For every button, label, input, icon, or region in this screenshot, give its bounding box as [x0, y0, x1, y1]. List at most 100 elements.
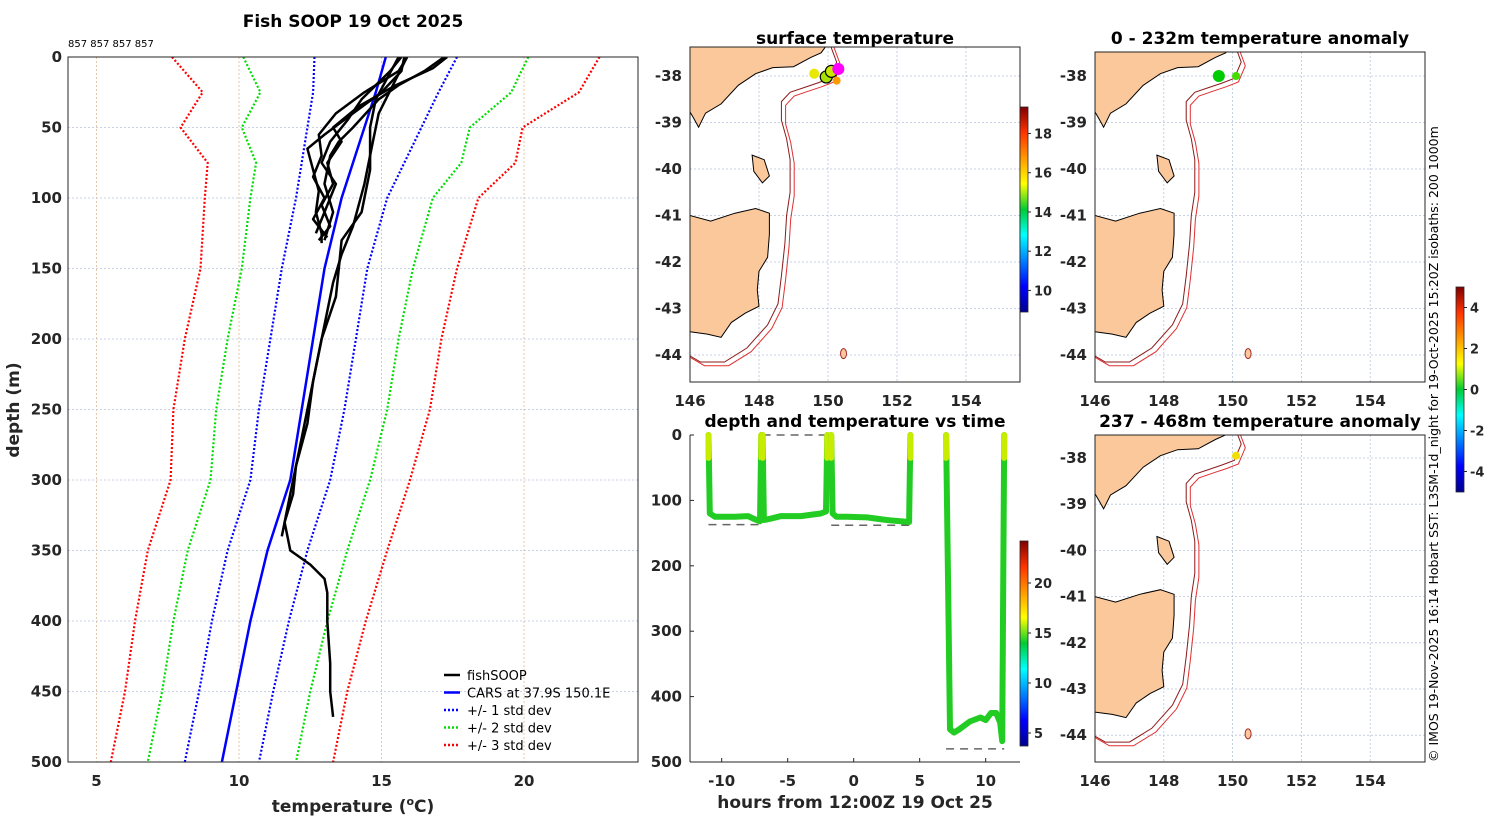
dive-track: [705, 432, 765, 525]
observation-marker: [832, 63, 845, 76]
lat-tick-label: -39: [1060, 495, 1087, 513]
map-content: [690, 47, 1020, 382]
std3-lower-line: [109, 57, 209, 762]
small-island: [1244, 728, 1252, 740]
lat-tick-label: -43: [1060, 680, 1087, 698]
lon-tick-label: 154: [1355, 772, 1386, 790]
lat-tick-label: -44: [655, 346, 682, 364]
x-tick-label: 5: [914, 772, 924, 790]
colorbar-tick-label: -4: [1470, 466, 1484, 481]
lat-tick-label: -44: [1060, 346, 1087, 364]
victoria-land: [1095, 52, 1227, 129]
profile-panel: Fish SOOP 19 Oct 2025 857 857 857 857 5 1…: [4, 12, 639, 817]
lon-tick-label: 152: [1286, 772, 1317, 790]
lon-tick-label: 154: [950, 392, 981, 410]
std3-upper-line: [332, 57, 601, 762]
lon-tick-label: 146: [674, 392, 705, 410]
lat-tick-label: -44: [1060, 726, 1087, 744]
flinders-island: [1156, 535, 1175, 566]
tasmania-land: [1095, 589, 1175, 719]
colorbar-tick-label: 10: [1034, 284, 1052, 299]
surface-temperature-map: 146 148 150 152 154 -38 -39 -40 -41 -42 -43 -44: [655, 46, 1021, 410]
y-tick-label: 300: [651, 622, 682, 640]
colorbar-tick-label: 5: [1034, 727, 1043, 742]
x-tick-label: 10: [229, 772, 250, 790]
fishsoop-profile-line: [280, 57, 409, 537]
isobath-200m: [690, 47, 838, 363]
small-island: [1244, 348, 1252, 360]
isobath-200m: [1095, 52, 1242, 363]
lat-tick-label: -42: [1060, 634, 1087, 652]
lon-tick-label: 150: [1217, 392, 1248, 410]
map-axes-frame: [1094, 434, 1426, 763]
lon-tick-label: 148: [743, 392, 774, 410]
colorbar-tick-label: 14: [1034, 206, 1052, 221]
observation-marker: [832, 76, 841, 85]
y-tick-label: 250: [31, 401, 62, 419]
lon-tick-label: 150: [812, 392, 843, 410]
colorbar-tick-label: 12: [1034, 245, 1052, 260]
map-content: [1095, 52, 1425, 382]
lon-tick-label: 146: [1079, 772, 1110, 790]
x-tick-label: 5: [91, 772, 101, 790]
legend-label: +/- 1 std dev: [467, 704, 552, 719]
anomaly-0-232-panel: 0 - 232m temperature anomaly 146 148 150 15…: [1060, 29, 1426, 410]
y-tick-label: 50: [41, 119, 62, 137]
colorbar: [1455, 286, 1465, 493]
lat-tick-label: -38: [655, 67, 682, 85]
depth-time-panel: depth and temperature vs time -10 -5 0 5 100…: [651, 412, 1020, 813]
y-tick-label: 100: [31, 189, 62, 207]
y-tick-label: 350: [31, 542, 62, 560]
observation-marker: [1232, 72, 1241, 80]
lon-tick-label: 154: [1355, 392, 1386, 410]
observation-marker: [1232, 451, 1241, 460]
colorbars: 10 12 14 16 18 5 10 15 20 -4 -2 0 2 4: [1019, 106, 1484, 747]
lat-tick-label: -41: [1060, 588, 1087, 606]
y-tick-label: 0: [52, 48, 62, 66]
y-tick-label: 450: [31, 683, 62, 701]
cars-mean-line: [220, 57, 388, 762]
y-tick-label: 150: [31, 260, 62, 278]
colorbar-tick-label: 2: [1470, 343, 1479, 358]
legend-label: fishSOOP: [467, 669, 527, 684]
tasmania-land: [1095, 207, 1175, 338]
lon-tick-label: 152: [881, 392, 912, 410]
surface-temperature-panel: surface temperature 146 148 150 152 154 -38 -3…: [655, 29, 1021, 410]
colorbar-tick-label: 16: [1034, 167, 1052, 182]
profile-title: Fish SOOP 19 Oct 2025: [243, 12, 464, 32]
fishsoop-profile-line: [323, 57, 445, 241]
flinders-island: [1156, 154, 1175, 184]
dive-track: [828, 432, 914, 525]
x-tick-label: 15: [371, 772, 392, 790]
lat-tick-label: -40: [1060, 541, 1087, 559]
surface-temperature-title: surface temperature: [756, 29, 954, 49]
y-tick-label: 300: [31, 471, 62, 489]
colorbar-tick-label: 15: [1034, 627, 1052, 642]
colorbar-tick-label: 18: [1034, 127, 1052, 142]
dive-track: [943, 432, 1008, 745]
flinders-island: [751, 154, 770, 184]
colorbar-tick-label: 4: [1470, 302, 1479, 317]
victoria-land: [690, 47, 826, 129]
colorbar: [1019, 106, 1029, 313]
victoria-land: [1095, 435, 1227, 510]
anomaly-237-468-map: 146 148 150 152 154 -38 -39 -40 -41 -42 -43 -44: [1060, 434, 1426, 790]
x-tick-label: -10: [708, 772, 735, 790]
isobath-200m: [1095, 435, 1242, 743]
std1-lower-line: [183, 57, 316, 762]
y-tick-label: 400: [31, 612, 62, 630]
fishsoop-profile-line: [314, 57, 403, 234]
lat-tick-label: -41: [655, 207, 682, 225]
lat-tick-label: -43: [655, 300, 682, 318]
fishsoop-profile-line: [306, 57, 406, 244]
credit-text: © IMOS 19-Nov-2025 16:14 Hobart SST: L3S…: [1426, 126, 1441, 762]
colorbar-tick-label: -2: [1470, 425, 1484, 440]
lat-tick-label: -39: [655, 114, 682, 132]
colorbar-tick-label: 20: [1034, 577, 1052, 592]
lat-tick-label: -38: [1060, 67, 1087, 85]
y-tick-label: 100: [651, 491, 682, 509]
profile-xlabel: temperature (oC): [272, 795, 435, 817]
lon-tick-label: 146: [1079, 392, 1110, 410]
